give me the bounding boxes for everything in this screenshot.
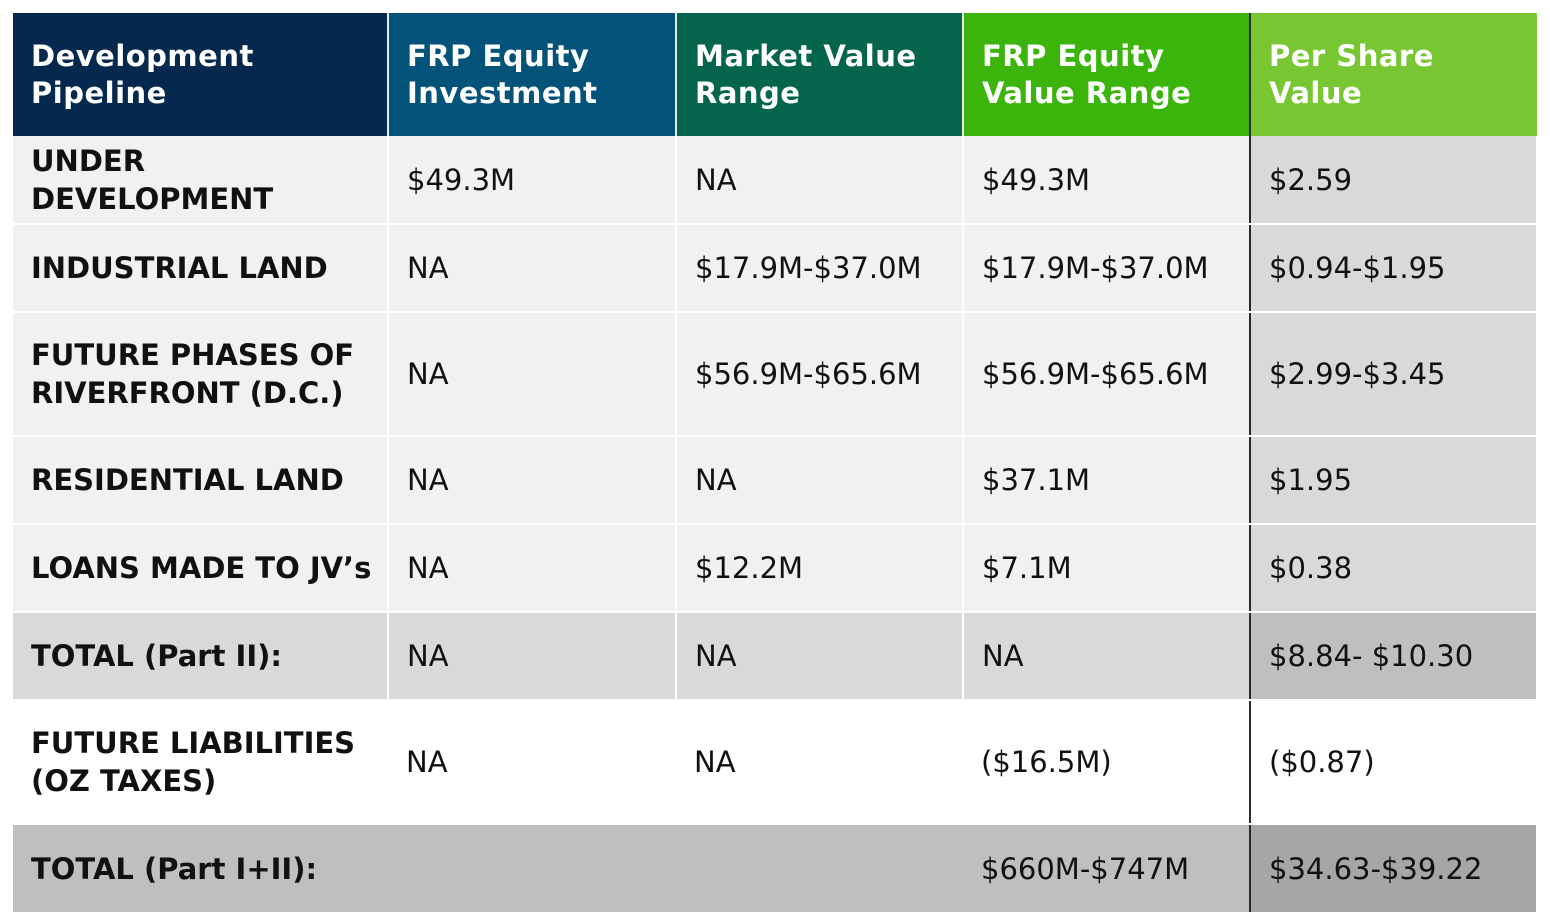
cell-investment: $49.3M <box>388 136 677 225</box>
cell-per-share: $1.95 <box>1250 436 1538 525</box>
cell-investment: NA <box>388 699 676 825</box>
table-row: UNDER DEVELOPMENT $49.3M NA $49.3M $2.59 <box>13 136 1538 225</box>
row-label: TOTAL (Part I+II): <box>13 823 963 912</box>
row-label: INDUSTRIAL LAND <box>13 224 389 313</box>
cell-per-share: ($0.87) <box>1250 699 1537 825</box>
cell-equity-value: ($16.5M) <box>963 699 1251 825</box>
header-row: Development Pipeline FRP Equity Investme… <box>13 13 1537 136</box>
cell-market-value: NA <box>676 136 964 225</box>
future-liabilities-row: FUTURE LIABILITIES (OZ TAXES) NA NA ($16… <box>13 699 1537 825</box>
cell-per-share: $2.59 <box>1250 136 1538 225</box>
table-row: INDUSTRIAL LAND NA $17.9M-$37.0M $17.9M-… <box>13 224 1538 313</box>
valuation-table: Development Pipeline FRP Equity Investme… <box>13 13 1538 912</box>
cell-investment: NA <box>388 436 677 525</box>
row-label: FUTURE PHASES OF RIVERFRONT (D.C.) <box>13 312 389 437</box>
cell-per-share: $8.84- $10.30 <box>1250 611 1538 701</box>
cell-investment: NA <box>388 224 677 313</box>
cell-equity-value: $660M-$747M <box>963 823 1251 912</box>
cell-equity-value: $56.9M-$65.6M <box>963 312 1251 437</box>
cell-market-value: NA <box>676 611 964 701</box>
cell-investment: NA <box>388 611 677 701</box>
row-label: TOTAL (Part II): <box>13 611 389 701</box>
cell-per-share: $2.99-$3.45 <box>1250 312 1538 437</box>
header-per-share-value: Per Share Value <box>1250 13 1537 136</box>
header-market-value-range: Market Value Range <box>676 13 964 136</box>
cell-market-value: $12.2M <box>676 524 964 613</box>
cell-equity-value: $17.9M-$37.0M <box>963 224 1251 313</box>
cell-equity-value: $37.1M <box>963 436 1251 525</box>
cell-equity-value: $7.1M <box>963 524 1251 613</box>
total-part-ii-row: TOTAL (Part II): NA NA NA $8.84- $10.30 <box>13 611 1538 701</box>
cell-market-value: NA <box>676 436 964 525</box>
header-development-pipeline: Development Pipeline <box>13 13 389 136</box>
cell-equity-value: NA <box>963 611 1251 701</box>
total-part-i-ii-row: TOTAL (Part I+II): $660M-$747M $34.63-$3… <box>13 823 1538 912</box>
cell-market-value: NA <box>676 699 963 825</box>
row-label: FUTURE LIABILITIES (OZ TAXES) <box>13 699 388 825</box>
cell-market-value: $17.9M-$37.0M <box>676 224 964 313</box>
table-row: LOANS MADE TO JV’s NA $12.2M $7.1M $0.38 <box>13 524 1538 613</box>
cell-investment: NA <box>388 312 677 437</box>
row-label: UNDER DEVELOPMENT <box>13 136 389 225</box>
cell-per-share: $34.63-$39.22 <box>1250 823 1538 912</box>
cell-per-share: $0.94-$1.95 <box>1250 224 1538 313</box>
cell-market-value: $56.9M-$65.6M <box>676 312 964 437</box>
table-row: RESIDENTIAL LAND NA NA $37.1M $1.95 <box>13 436 1538 525</box>
row-label: RESIDENTIAL LAND <box>13 436 389 525</box>
table-row: FUTURE PHASES OF RIVERFRONT (D.C.) NA $5… <box>13 312 1538 437</box>
cell-equity-value: $49.3M <box>963 136 1251 225</box>
cell-per-share: $0.38 <box>1250 524 1538 613</box>
header-frp-equity-value-range: FRP Equity Value Range <box>963 13 1251 136</box>
header-frp-equity-investment: FRP Equity Investment <box>388 13 677 136</box>
cell-investment: NA <box>388 524 677 613</box>
row-label: LOANS MADE TO JV’s <box>13 524 389 613</box>
